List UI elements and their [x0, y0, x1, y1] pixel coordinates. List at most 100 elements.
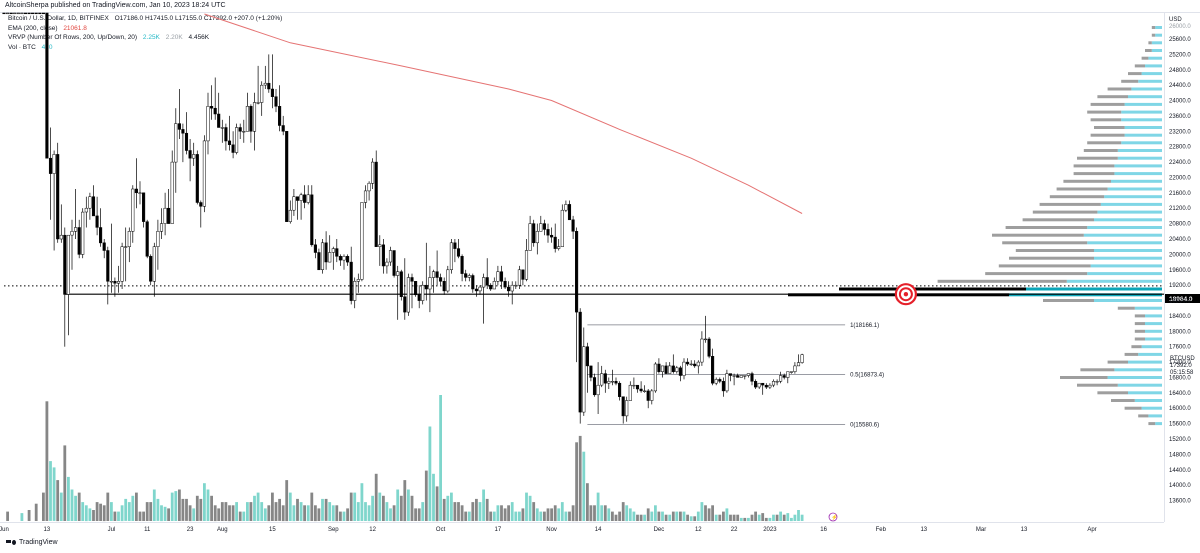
candle-body — [199, 202, 203, 207]
ema-line — [204, 13, 803, 214]
volume-bar — [768, 517, 772, 522]
candle-body — [353, 281, 357, 301]
candle-body — [410, 277, 414, 282]
volume-profile-down — [1124, 406, 1142, 410]
volume-bar — [249, 502, 253, 521]
volume-bar — [525, 492, 528, 521]
event-flag[interactable]: ⚡ — [828, 512, 838, 522]
candle-body — [231, 144, 235, 153]
volume-bar — [682, 511, 686, 521]
volume-profile-up — [1083, 233, 1162, 237]
candle-body — [499, 271, 504, 282]
candle-body — [235, 127, 239, 153]
volume-bar — [775, 514, 779, 521]
candle-body — [59, 234, 63, 240]
candle-body — [335, 248, 339, 257]
volume-bar — [371, 495, 374, 521]
candle-body — [553, 236, 557, 249]
volume-bar — [178, 489, 181, 521]
price-tick-label: 19600.0 — [1169, 268, 1191, 274]
candle-body — [456, 248, 461, 257]
volume-profile-up — [1145, 329, 1162, 333]
volume-profile-up — [1114, 368, 1162, 372]
volume-profile-down — [1039, 202, 1101, 206]
time-tick-label: Feb — [876, 527, 887, 533]
volume-bar — [636, 514, 639, 521]
candle-body — [356, 279, 360, 282]
volume-bar — [278, 498, 281, 521]
volume-bar — [49, 461, 52, 521]
candle-body — [779, 375, 783, 382]
volume-bar — [671, 511, 675, 521]
volume-profile-down — [1134, 322, 1145, 326]
price-axis[interactable]: USD 26000.0 BTCUSD 17392.0 05:15:58 1896… — [1165, 17, 1200, 505]
candle-body — [217, 113, 221, 128]
candle-body — [517, 269, 521, 286]
volume-profile-down — [1077, 156, 1118, 160]
candle-body — [385, 261, 389, 267]
volume-profile-down — [937, 279, 1067, 283]
volume-bar — [296, 498, 299, 521]
candle-body — [764, 384, 768, 388]
candle-body — [714, 379, 718, 384]
price-axis-top-label: 26000.0 — [1169, 24, 1191, 30]
candle-body — [768, 384, 772, 388]
candle-body — [471, 275, 475, 290]
time-tick-label: 12 — [695, 527, 702, 533]
volume-bar — [650, 511, 654, 521]
volume-bar — [739, 517, 743, 522]
candle-body — [524, 250, 529, 280]
volume-bar — [346, 508, 349, 521]
volume-bar — [800, 514, 804, 521]
price-tick-label: 18400.0 — [1169, 314, 1191, 320]
volume-profile-up — [1090, 264, 1162, 268]
price-tick-label: 24000.0 — [1169, 99, 1191, 105]
volume-bar — [654, 505, 657, 522]
volume-bar — [299, 502, 303, 521]
legend-vrvp-row[interactable]: VRVP (Number Of Rows, 200, Up/Down, 20) … — [8, 33, 286, 43]
time-tick-label: 13 — [920, 527, 927, 533]
legend-symbol-row[interactable]: Bitcoin / U.S. Dollar, 1D, BITFINEX O171… — [8, 14, 286, 24]
volume-bar — [267, 505, 271, 522]
candle-body — [138, 192, 142, 194]
candle-body — [81, 211, 85, 255]
candle-body — [324, 242, 328, 263]
candle-body — [510, 284, 514, 292]
time-tick-label: 23 — [187, 527, 194, 533]
event-flag-glyph: ⚡ — [831, 514, 838, 521]
volume-profile-up — [1094, 218, 1162, 222]
candle-body — [492, 281, 496, 290]
volume-bar — [117, 511, 120, 521]
fibonacci-retracement[interactable]: 1(18166.1) 0.5(16873.4) 0(15580.6) — [587, 323, 884, 429]
volume-bar — [206, 489, 210, 521]
volume-bar — [586, 483, 589, 521]
legend-ema-row[interactable]: EMA (200, close) 21061.8 — [8, 24, 286, 34]
candle-body — [242, 131, 246, 133]
candle-body — [396, 271, 400, 276]
volume-bar — [92, 510, 95, 521]
volume-bar — [686, 514, 689, 521]
candle-body — [23, 12, 28, 15]
candle-body — [406, 277, 410, 313]
volume-bar — [596, 492, 600, 521]
volume-profile-down — [1094, 126, 1125, 129]
candle-body — [145, 221, 149, 257]
candle-body — [725, 373, 729, 392]
time-tick-label: 12 — [369, 527, 376, 533]
candle-body — [84, 207, 88, 213]
volume-bar — [589, 505, 593, 522]
volume-bar — [120, 505, 124, 522]
candle-body — [260, 84, 264, 103]
volume-bar — [611, 511, 614, 521]
volume-profile-down — [1009, 256, 1094, 260]
candle-body — [213, 107, 217, 115]
candle-body — [188, 150, 192, 159]
footer-brand[interactable]: TradingView — [6, 539, 58, 546]
candle-body — [503, 281, 507, 288]
volume-bar — [485, 498, 489, 521]
volume-bar — [539, 511, 543, 521]
time-axis[interactable]: Jun 13 Jul 11 23 Aug 15 Sep 12 Oct 17 Nov 14 Dec 12 22 2… — [0, 527, 1097, 533]
candle-body — [592, 377, 597, 396]
